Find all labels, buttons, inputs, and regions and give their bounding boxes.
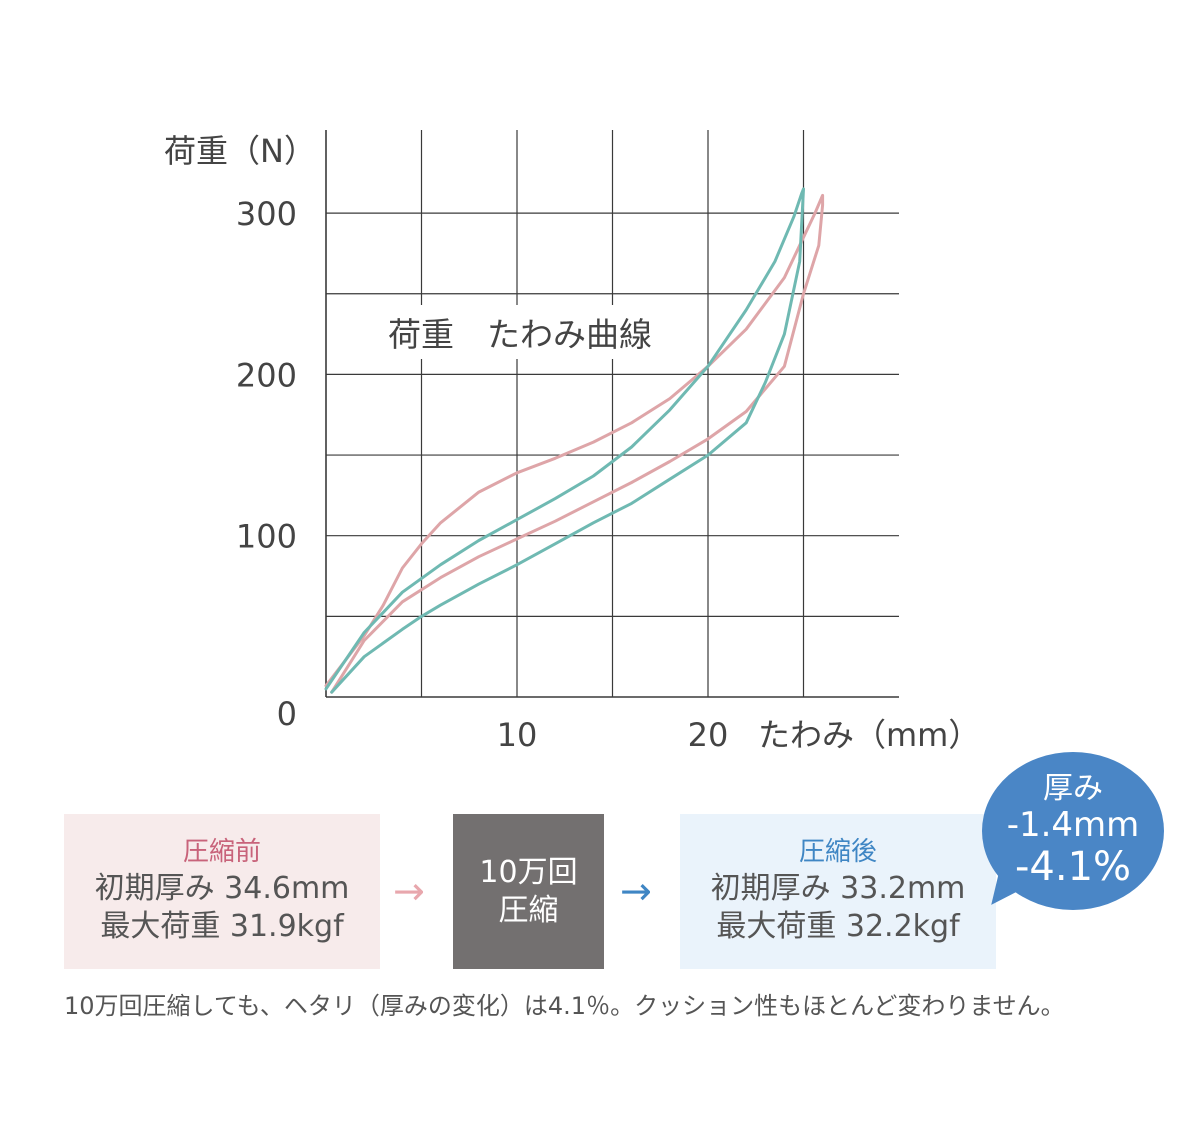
x-tick-label: 10 xyxy=(497,716,538,754)
cycles-line1: 10万回 xyxy=(479,855,578,890)
y-tick-label: 100 xyxy=(236,518,297,556)
x-tick-label: 20 xyxy=(688,716,729,754)
series-line-2 xyxy=(324,187,805,694)
chart-series xyxy=(324,187,825,694)
compression-cycles-box: 10万回 圧縮 xyxy=(453,814,604,969)
badge-label: 厚み xyxy=(1043,771,1103,807)
before-compression-box: 圧縮前 初期厚み 34.6mm 最大荷重 31.9kgf xyxy=(64,814,380,969)
y-tick-label: 0 xyxy=(277,695,297,733)
before-max-load: 最大荷重 31.9kgf xyxy=(100,909,344,945)
chart-title: 荷重 たわみ曲線 xyxy=(388,315,652,354)
after-title: 圧縮後 xyxy=(798,837,877,868)
before-title: 圧縮前 xyxy=(182,837,261,868)
x-axis-label: たわみ（mm） xyxy=(758,716,980,754)
badge-percent: -4.1% xyxy=(1014,843,1132,890)
before-initial-thickness: 初期厚み 34.6mm xyxy=(94,870,350,906)
arrow-right-icon: → xyxy=(393,869,425,913)
title-backdrop xyxy=(378,305,696,359)
load-deflection-chart: 0 100 200 300 10 20 荷重（N） たわみ（mm） 荷重 たわみ曲線 xyxy=(164,130,980,754)
arrow-right-icon: → xyxy=(620,869,652,913)
y-tick-label: 200 xyxy=(236,356,297,394)
thickness-change-badge: 厚み -1.4mm -4.1% xyxy=(982,752,1164,910)
after-max-load: 最大荷重 32.2kgf xyxy=(716,909,960,945)
series-line-1 xyxy=(324,193,825,694)
cycles-line2: 圧縮 xyxy=(498,892,559,928)
chart-axes xyxy=(325,130,899,698)
badge-mm: -1.4mm xyxy=(1006,804,1140,845)
after-initial-thickness: 初期厚み 33.2mm xyxy=(710,870,966,906)
y-axis-label: 荷重（N） xyxy=(164,132,316,170)
caption-text: 10万回圧縮しても、ヘタリ（厚みの変化）は4.1％。クッション性もほとんど変わり… xyxy=(64,992,1065,1020)
chart-labels: 0 100 200 300 10 20 荷重（N） たわみ（mm） 荷重 たわみ曲線 xyxy=(164,132,980,754)
after-compression-box: 圧縮後 初期厚み 33.2mm 最大荷重 32.2kgf xyxy=(680,814,996,969)
y-tick-label: 300 xyxy=(236,195,297,233)
